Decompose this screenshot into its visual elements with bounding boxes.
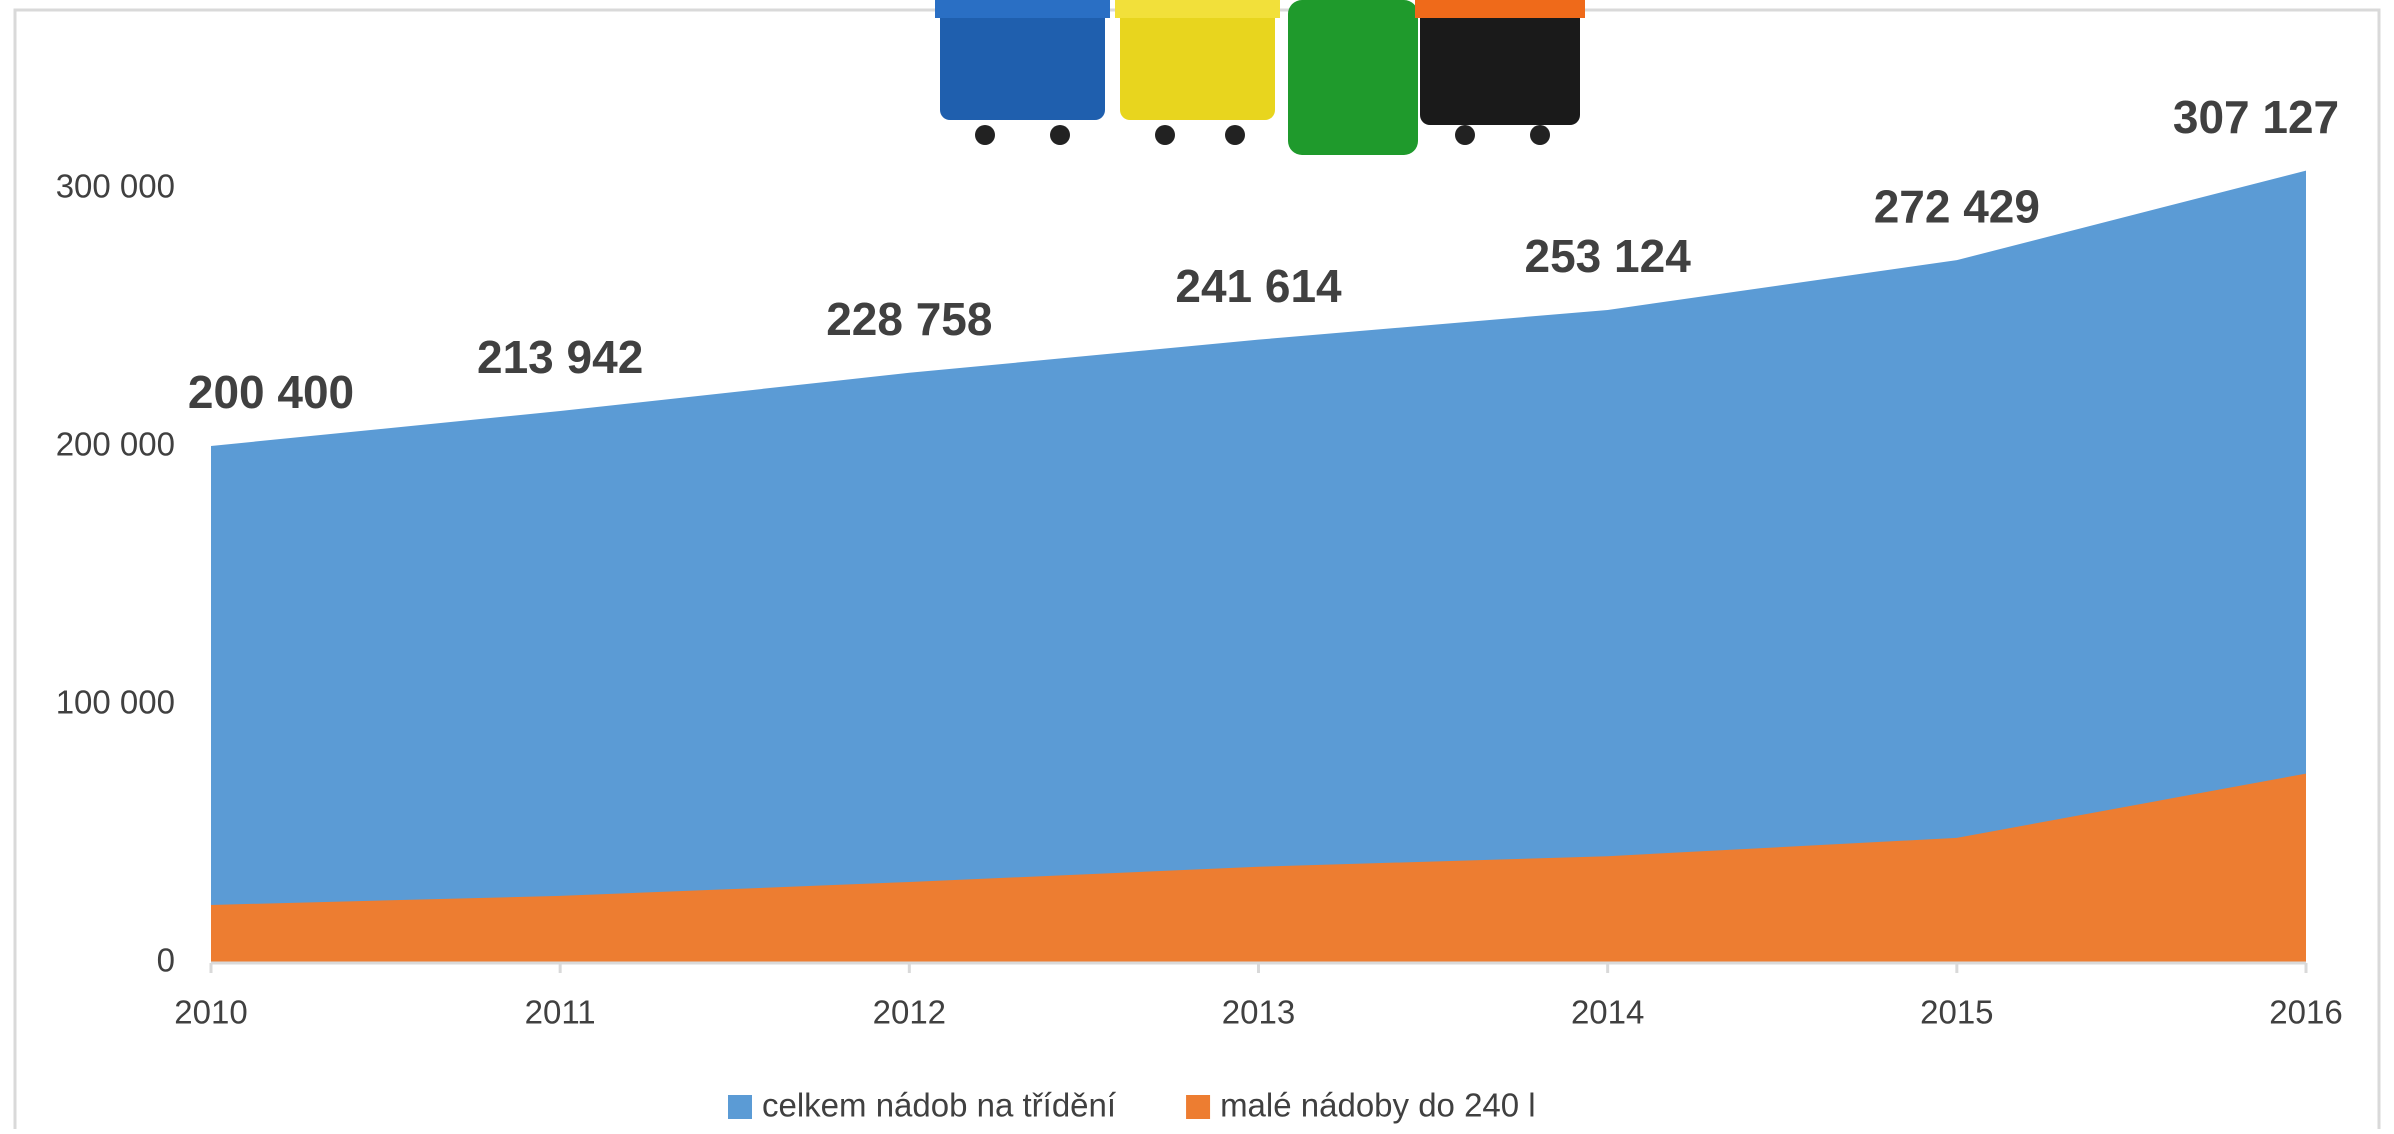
x-tick-label: 2016 xyxy=(2269,994,2342,1031)
data-label: 253 124 xyxy=(1525,230,1692,282)
legend-label: celkem nádob na třídění xyxy=(762,1087,1116,1124)
y-tick-label: 200 000 xyxy=(56,426,175,463)
legend-swatch xyxy=(728,1095,752,1119)
x-tick-label: 2015 xyxy=(1920,994,1993,1031)
data-label: 307 127 xyxy=(2173,91,2339,143)
x-tick-label: 2014 xyxy=(1571,994,1644,1031)
bins-illustration xyxy=(935,0,1585,155)
x-tick-label: 2010 xyxy=(174,994,247,1031)
x-tick-label: 2012 xyxy=(873,994,946,1031)
y-tick-label: 300 000 xyxy=(56,168,175,205)
x-tick-label: 2013 xyxy=(1222,994,1295,1031)
legend-swatch xyxy=(1186,1095,1211,1119)
data-label: 241 614 xyxy=(1175,260,1342,312)
legend-label: malé nádoby do 240 l xyxy=(1220,1087,1536,1124)
data-label: 213 942 xyxy=(477,331,643,383)
y-tick-label: 0 xyxy=(157,942,175,979)
area xyxy=(211,773,2306,963)
area xyxy=(211,170,2306,964)
y-tick-label: 100 000 xyxy=(56,684,175,721)
data-label: 272 429 xyxy=(1874,180,2040,232)
data-label: 228 758 xyxy=(826,293,992,345)
data-label: 200 400 xyxy=(188,366,354,418)
x-tick-label: 2011 xyxy=(525,994,596,1031)
